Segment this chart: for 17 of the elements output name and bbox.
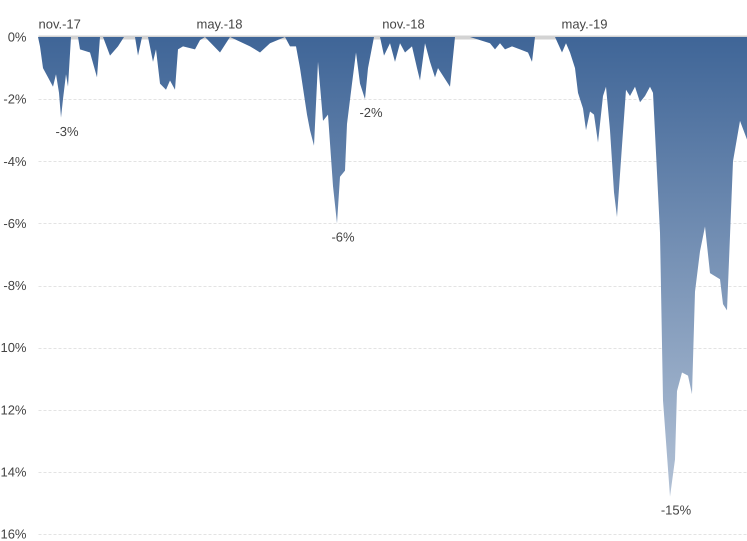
y-tick-label: -6% xyxy=(3,216,27,231)
y-tick-label: -2% xyxy=(3,92,27,107)
y-tick-label: -8% xyxy=(3,278,27,293)
annotation: -6% xyxy=(331,229,355,244)
y-tick-label: 10% xyxy=(0,340,27,356)
y-tick-label: 0% xyxy=(8,30,27,44)
x-tick-label: nov.-17 xyxy=(38,16,81,32)
y-tick-label: 16% xyxy=(0,526,27,541)
y-tick-label: 14% xyxy=(0,464,27,480)
x-tick-label: may.-18 xyxy=(196,16,242,32)
x-tick-label: nov.-18 xyxy=(382,16,425,32)
annotation: -2% xyxy=(359,105,383,120)
x-tick-label: may.-19 xyxy=(562,16,608,32)
annotation: -15% xyxy=(660,502,692,518)
y-tick-label: -4% xyxy=(3,154,27,169)
y-tick-label: 12% xyxy=(0,402,27,418)
annotation: -3% xyxy=(55,124,79,139)
